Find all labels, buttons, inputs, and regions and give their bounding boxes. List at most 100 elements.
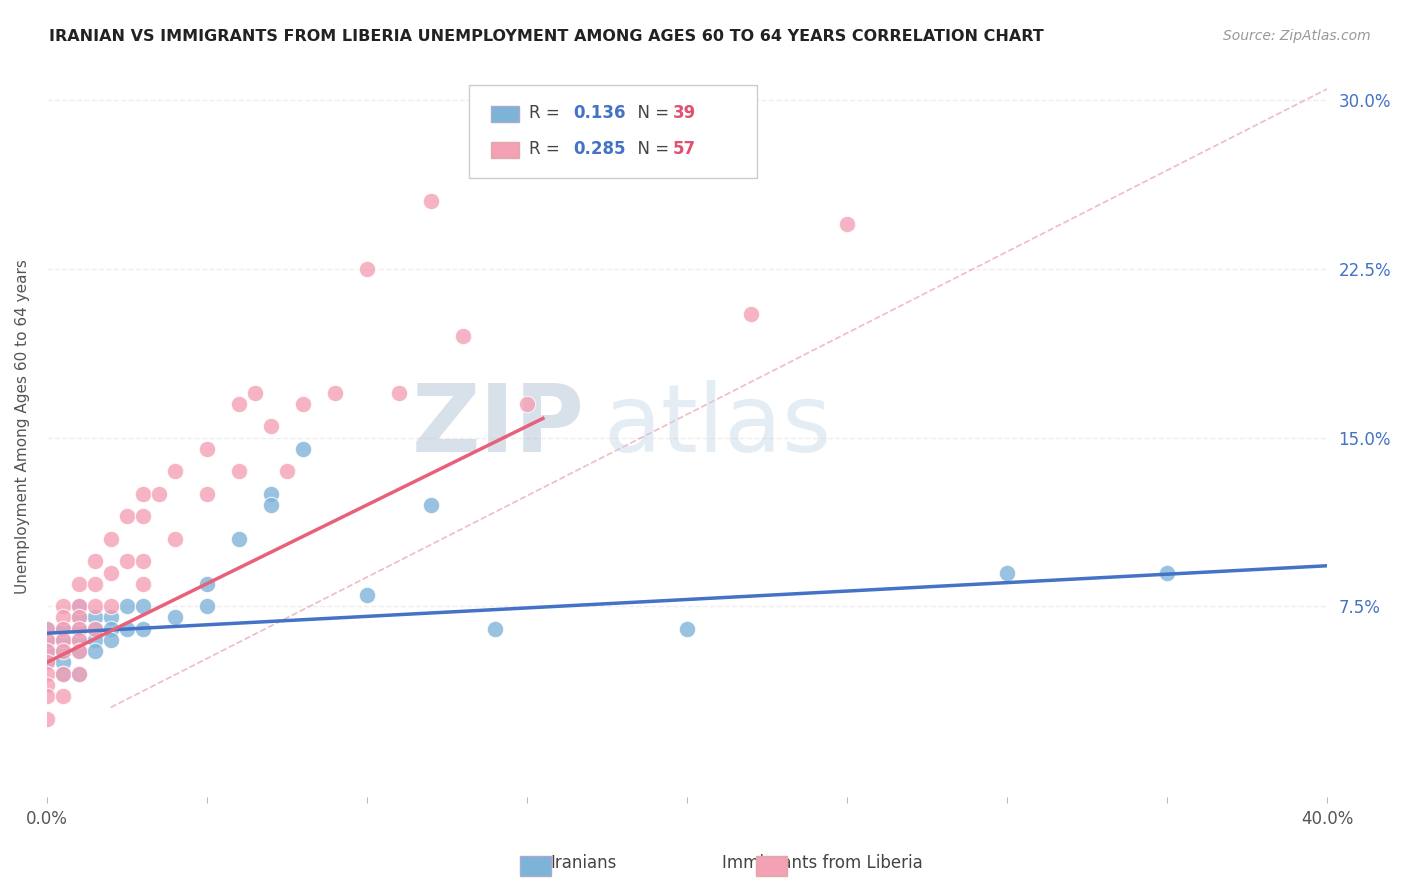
Point [676, 622, 699, 636]
Point [100, 622, 122, 636]
Point [740, 307, 762, 321]
Point [67, 599, 90, 614]
Point [163, 610, 186, 624]
Point [35, 656, 58, 670]
Point [52, 656, 75, 670]
Point [67, 599, 90, 614]
Point [163, 532, 186, 546]
Point [612, 138, 634, 153]
Point [356, 261, 378, 276]
Point [484, 161, 506, 175]
Point [83, 622, 105, 636]
Text: N =: N = [627, 104, 673, 122]
Point [67, 632, 90, 647]
Point [243, 385, 266, 400]
Point [67, 622, 90, 636]
Point [100, 599, 122, 614]
Point [1156, 566, 1178, 580]
Point [419, 498, 441, 512]
Point [35, 632, 58, 647]
Point [52, 632, 75, 647]
Point [995, 566, 1018, 580]
Point [163, 464, 186, 478]
Point [291, 442, 314, 456]
Point [52, 690, 75, 704]
Point [276, 464, 298, 478]
Point [67, 644, 90, 658]
Point [195, 599, 218, 614]
Point [195, 487, 218, 501]
FancyBboxPatch shape [470, 85, 758, 178]
Point [83, 576, 105, 591]
Text: IRANIAN VS IMMIGRANTS FROM LIBERIA UNEMPLOYMENT AMONG AGES 60 TO 64 YEARS CORREL: IRANIAN VS IMMIGRANTS FROM LIBERIA UNEMP… [49, 29, 1045, 44]
FancyBboxPatch shape [491, 105, 519, 122]
Point [52, 644, 75, 658]
Point [52, 599, 75, 614]
Point [100, 532, 122, 546]
Point [228, 464, 250, 478]
Text: R =: R = [530, 104, 565, 122]
Point [52, 644, 75, 658]
Point [100, 632, 122, 647]
Point [323, 385, 346, 400]
Point [67, 666, 90, 681]
Point [132, 599, 155, 614]
Point [52, 610, 75, 624]
Point [52, 632, 75, 647]
Point [35, 622, 58, 636]
Point [132, 554, 155, 568]
Point [35, 712, 58, 726]
Point [35, 666, 58, 681]
Point [419, 194, 441, 209]
Point [132, 509, 155, 524]
Point [388, 385, 411, 400]
Text: Immigrants from Liberia: Immigrants from Liberia [723, 854, 922, 871]
Text: 0.285: 0.285 [574, 140, 626, 159]
Point [132, 576, 155, 591]
Point [67, 666, 90, 681]
Point [195, 576, 218, 591]
FancyBboxPatch shape [491, 142, 519, 158]
Point [83, 622, 105, 636]
Point [291, 397, 314, 411]
Point [835, 217, 858, 231]
Point [35, 644, 58, 658]
Point [83, 644, 105, 658]
Point [52, 666, 75, 681]
Point [132, 622, 155, 636]
Point [484, 622, 506, 636]
Point [35, 632, 58, 647]
Point [83, 632, 105, 647]
Point [67, 610, 90, 624]
Point [132, 487, 155, 501]
Point [67, 622, 90, 636]
Point [35, 644, 58, 658]
Point [260, 419, 283, 434]
Point [35, 622, 58, 636]
Point [676, 104, 699, 119]
Point [67, 632, 90, 647]
Y-axis label: Unemployment Among Ages 60 to 64 years: Unemployment Among Ages 60 to 64 years [15, 259, 30, 594]
Point [100, 610, 122, 624]
Text: atlas: atlas [603, 380, 832, 472]
Text: 0.136: 0.136 [574, 104, 626, 122]
Point [67, 610, 90, 624]
Point [516, 397, 538, 411]
Text: 57: 57 [673, 140, 696, 159]
Text: R =: R = [530, 140, 565, 159]
Text: N =: N = [627, 140, 673, 159]
Text: ZIP: ZIP [412, 380, 585, 472]
Point [451, 329, 474, 343]
Point [228, 532, 250, 546]
Point [52, 666, 75, 681]
Text: Iranians: Iranians [550, 854, 617, 871]
Point [83, 599, 105, 614]
Point [148, 487, 170, 501]
Point [195, 442, 218, 456]
Point [67, 576, 90, 591]
Point [52, 622, 75, 636]
Point [35, 656, 58, 670]
Point [67, 644, 90, 658]
Point [115, 622, 138, 636]
Point [115, 509, 138, 524]
